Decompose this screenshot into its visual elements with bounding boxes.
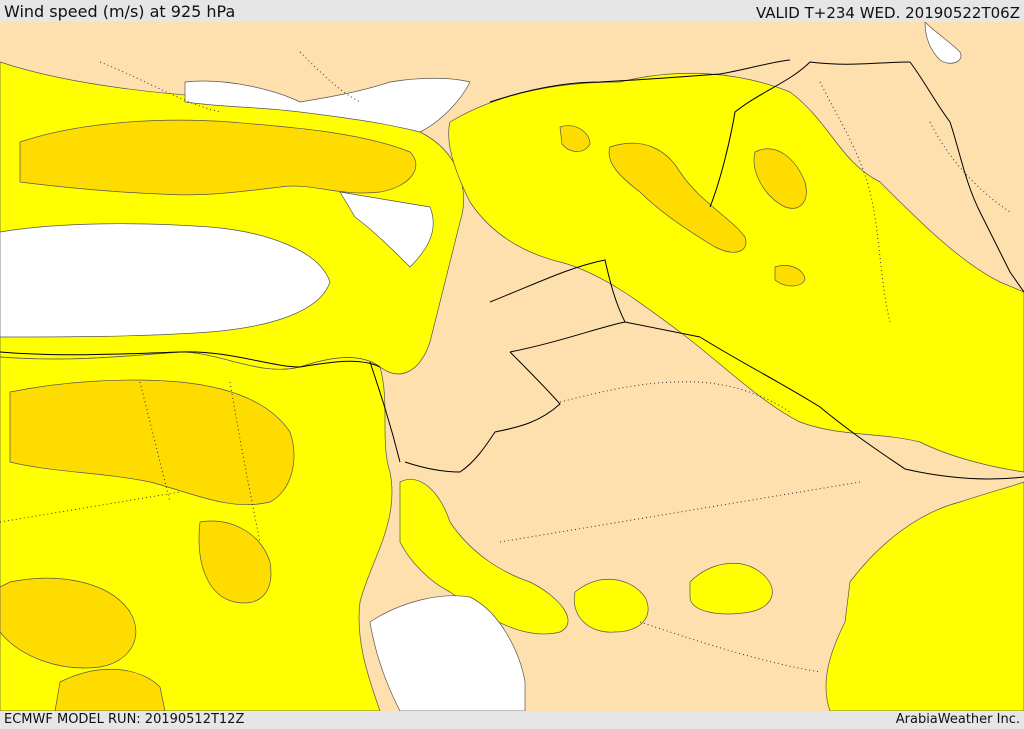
wind-zone-high-sudan-2 bbox=[198, 520, 272, 604]
wind-zone-high-iraq bbox=[753, 148, 807, 209]
credit-label: ArabiaWeather Inc. bbox=[895, 712, 1020, 727]
country-borders bbox=[0, 59, 1024, 480]
wind-zone-high-turkey bbox=[559, 125, 591, 152]
masked-area-aegean bbox=[184, 77, 471, 133]
border-turkey-syria bbox=[489, 59, 791, 103]
masked-area-levant-coast bbox=[339, 191, 434, 268]
masked-area-mediterranean bbox=[0, 223, 331, 338]
wind-zone-levant-iraq bbox=[448, 72, 1024, 473]
province-borders bbox=[0, 51, 1011, 673]
wind-zone-arabia-west bbox=[573, 579, 649, 633]
wind-zone-arabia-south bbox=[825, 481, 1024, 711]
title-bar: Wind speed (m/s) at 925 hPa VALID T+234 … bbox=[0, 0, 1024, 22]
masked-area-red-sea bbox=[369, 595, 526, 711]
wind-zone-high-cyprus bbox=[19, 119, 417, 196]
masked-area-top-right bbox=[924, 22, 962, 64]
border-egypt-israel bbox=[369, 361, 401, 463]
province-border-2 bbox=[299, 51, 361, 103]
province-border-1 bbox=[99, 61, 221, 113]
wind-zone-high-egypt bbox=[9, 379, 295, 506]
wind-zone-arabia-central bbox=[689, 562, 773, 615]
valid-time-label: VALID T+234 WED. 20190522T06Z bbox=[755, 4, 1020, 22]
wind-zone-red-sea bbox=[399, 479, 569, 635]
coast-egypt bbox=[0, 351, 381, 368]
border-iraq-saudi bbox=[699, 336, 1024, 480]
wind-zone-high-sudan bbox=[0, 577, 137, 669]
wind-zone-high-south bbox=[54, 668, 166, 711]
footer-bar: ECMWF MODEL RUN: 20190512T12Z ArabiaWeat… bbox=[0, 711, 1024, 729]
border-iran bbox=[909, 61, 1024, 293]
border-syria-jordan-iraq bbox=[489, 259, 701, 338]
map-title: Wind speed (m/s) at 925 hPa bbox=[4, 2, 236, 21]
border-jordan-saudi bbox=[404, 321, 626, 473]
map-canvas bbox=[0, 22, 1024, 711]
wind-speed-map bbox=[0, 22, 1024, 711]
wind-zone-high-syria bbox=[608, 142, 747, 253]
province-border-9 bbox=[0, 491, 181, 523]
wind-zone-high-iraq-2 bbox=[774, 265, 806, 287]
province-border-5 bbox=[499, 481, 861, 543]
province-border-8 bbox=[229, 381, 261, 543]
model-run-label: ECMWF MODEL RUN: 20190512T12Z bbox=[4, 712, 245, 727]
border-syria-iraq bbox=[709, 61, 911, 208]
